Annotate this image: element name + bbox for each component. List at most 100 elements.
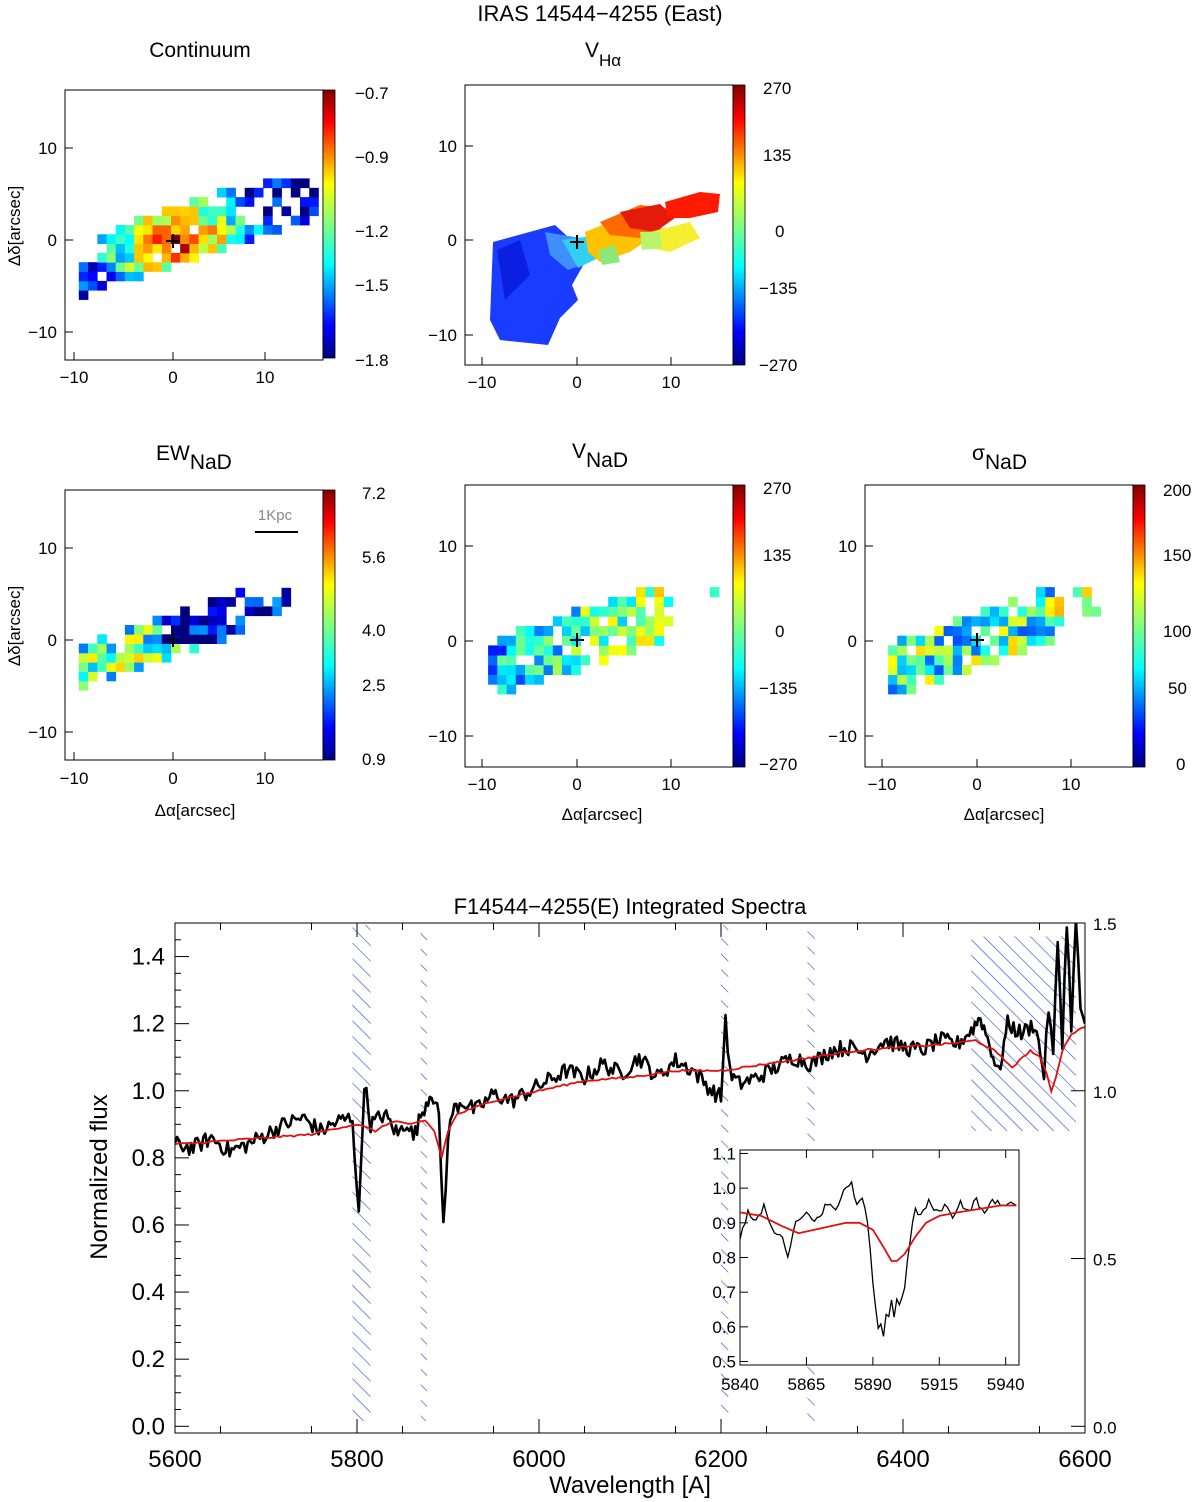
heatmap-pixel <box>599 626 609 637</box>
heatmap-pixel <box>124 252 135 263</box>
heatmap-pixel <box>1008 616 1018 627</box>
heatmap-pixel <box>943 626 954 637</box>
colorbar-label: 4.0 <box>362 621 386 640</box>
heatmap-pixel <box>272 597 282 607</box>
heatmap-pixel <box>143 262 153 272</box>
heatmap-pixel <box>1036 616 1046 627</box>
heatmap-pixel <box>1036 635 1046 646</box>
heatmap-pixel <box>1045 606 1055 617</box>
heatmap-pixel <box>143 625 153 635</box>
ytick-label: 0 <box>448 632 457 651</box>
ytick-label: 0 <box>848 632 857 651</box>
heatmap-pixel <box>143 643 153 654</box>
colorbar-label: 0 <box>1176 755 1185 774</box>
xtick-label: 6400 <box>876 1446 929 1473</box>
xtick-label: 10 <box>256 769 275 788</box>
heatmap-pixel <box>906 655 917 666</box>
heatmap-pixel <box>189 252 199 263</box>
heatmap-pixel <box>934 626 944 637</box>
xtick-label: 5600 <box>148 1446 201 1473</box>
heatmap-pixel <box>115 662 126 672</box>
heatmap-pixel <box>515 626 526 637</box>
heatmap-pixel <box>171 215 181 226</box>
heatmap-pixel <box>134 662 144 672</box>
panel-sigma-nad: σNaD −10 0 10 −10 0 10 Δα[arcsec] 200 15… <box>828 442 1191 824</box>
spectrum-title: F14544−4255(E) Integrated Spectra <box>454 894 808 919</box>
heatmap-pixel <box>106 252 117 263</box>
inset-xtick-label: 5940 <box>987 1375 1025 1394</box>
heatmap-pixel <box>189 615 199 626</box>
colorbar-label: 0 <box>775 622 784 641</box>
heatmap-pixel <box>161 252 172 263</box>
heatmap-pixel <box>934 655 944 666</box>
heatmap-pixel <box>934 664 944 675</box>
heatmap-pixel <box>897 664 907 675</box>
heatmap-pixel <box>497 645 507 656</box>
heatmap-pixel <box>571 664 581 675</box>
heatmap-pixel <box>97 252 107 263</box>
heatmap-pixel <box>281 206 292 217</box>
heatmap-pixel <box>78 271 89 282</box>
heatmap-pixel <box>897 674 907 685</box>
heatmap-pixel <box>562 655 572 666</box>
heatmap-pixel <box>571 616 581 627</box>
heatmap-pixel <box>143 215 153 226</box>
heatmap-pixel <box>1026 606 1037 617</box>
colorbar-continuum <box>322 89 336 359</box>
heatmap-pixel <box>1017 626 1028 637</box>
heatmap-pixel <box>1036 596 1046 607</box>
heatmap-pixel <box>571 606 581 617</box>
panel-ew-nad: EWNaD 1Kpc −10 0 10 −10 0 10 Δδ[arcsec] … <box>5 442 386 820</box>
heatmap-pixel <box>654 626 664 637</box>
ytick-label: 10 <box>38 139 57 158</box>
heatmap-pixel <box>226 225 236 235</box>
heatmap-pixel <box>962 635 972 646</box>
heatmap-pixel <box>497 684 507 695</box>
heatmap-pixel <box>552 616 563 627</box>
heatmap-pixel <box>300 178 310 189</box>
heatmap-pixel <box>1082 587 1092 598</box>
heatmap-pixel <box>952 635 963 646</box>
heatmap-pixel <box>309 206 319 217</box>
heatmap-pixel <box>534 664 544 675</box>
heatmap-pixel <box>989 616 1000 627</box>
heatmap-pixel <box>217 225 227 235</box>
heatmap-pixel <box>97 643 107 654</box>
heatmap-pixel <box>124 243 135 254</box>
ytick-label: 10 <box>838 537 857 556</box>
heatmap-pixel <box>88 262 98 272</box>
ytick-label: 0.6 <box>132 1212 165 1239</box>
heatmap-pixel <box>654 596 664 607</box>
heatmap-pixel <box>253 225 264 235</box>
heatmap-pixel <box>78 680 89 691</box>
heatmap-pixel <box>235 615 246 626</box>
heatmap-pixel <box>897 635 907 646</box>
heatmap-pixel <box>171 252 181 263</box>
heatmap-pixel <box>552 655 563 666</box>
heatmap-pixel <box>543 635 554 646</box>
heatmap-pixel <box>608 645 618 656</box>
heatmap-pixel <box>543 645 554 656</box>
heatmap-pixel <box>152 643 163 654</box>
heatmap-pixel <box>244 197 255 207</box>
heatmap-pixel <box>888 655 898 666</box>
heatmap-pixel <box>189 206 199 217</box>
heatmap-pixel <box>943 655 954 666</box>
heatmap-pixel <box>1036 606 1046 617</box>
heatmap-pixel <box>599 645 609 656</box>
inset-line-model <box>740 1204 1017 1262</box>
heatmap-pixel <box>1017 635 1028 646</box>
heatmap-pixel <box>115 271 126 282</box>
heatmap-pixel <box>253 597 264 607</box>
heatmap-pixel <box>217 615 227 626</box>
panel-continuum: Continuum −10 0 10 −10 0 10 Δδ[arcsec] −… <box>5 39 389 387</box>
heatmap-pixel <box>115 252 126 263</box>
heatmap-pixel <box>663 596 674 607</box>
heatmap-pixel <box>580 616 591 627</box>
heatmap-pixel <box>207 243 218 254</box>
heatmap-pixel <box>897 684 907 695</box>
heatmap-pixel <box>180 215 190 226</box>
spectrum-x-axis-label: Wavelength [A] <box>549 1472 711 1499</box>
xtick-label: −10 <box>868 775 897 794</box>
heatmap-pixel <box>171 234 181 244</box>
